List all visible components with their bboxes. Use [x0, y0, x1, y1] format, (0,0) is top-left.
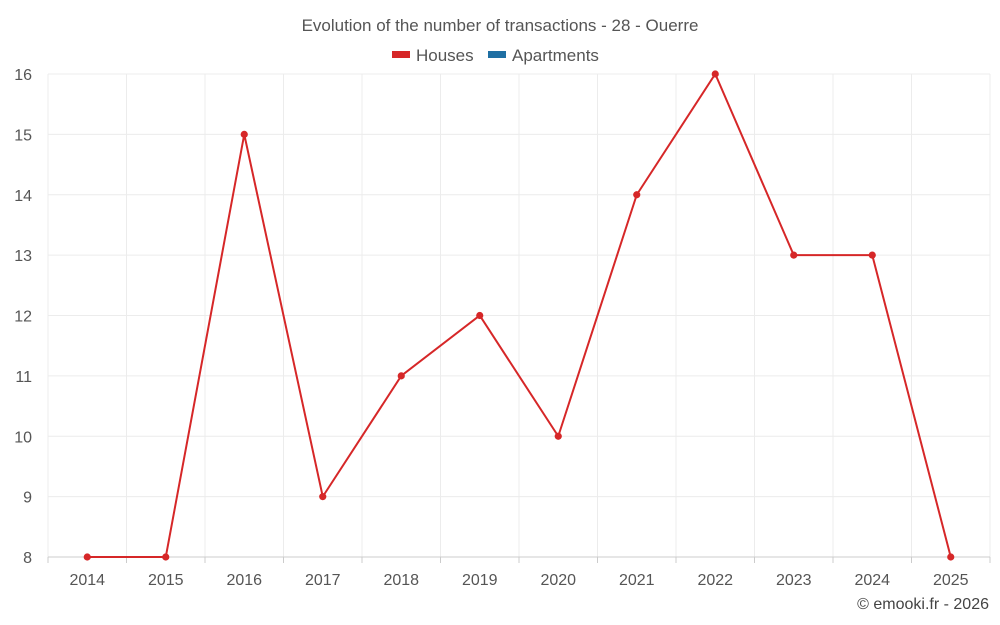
houses-point-2015[interactable] [162, 553, 170, 561]
houses-point-2024[interactable] [868, 251, 876, 259]
x-tick-label: 2020 [540, 572, 576, 589]
x-tick-label: 2022 [697, 572, 733, 589]
x-tick-label: 2016 [226, 572, 262, 589]
houses-point-2014[interactable] [83, 553, 91, 561]
gridlines [47, 73, 991, 557]
credit-text: © emooki.fr - 2026 [857, 596, 989, 613]
x-axis-ticks: 2014 2015 2016 2017 2018 2019 2020 2021 2022 2023… [47, 557, 991, 589]
legend-label-apartments[interactable]: Apartments [512, 46, 599, 65]
y-tick-label: 13 [14, 248, 32, 265]
series-houses [83, 70, 955, 561]
y-tick-label: 16 [14, 67, 32, 84]
houses-line [87, 71, 952, 558]
chart-title: Evolution of the number of transactions … [302, 16, 699, 35]
houses-point-2025[interactable] [947, 553, 955, 561]
legend-swatch-apartments [488, 51, 506, 58]
y-tick-label: 14 [14, 188, 32, 205]
houses-point-2022[interactable] [711, 70, 719, 78]
y-tick-label: 9 [23, 490, 32, 507]
x-tick-label: 2024 [854, 572, 890, 589]
y-axis-ticks: 8 9 10 11 12 13 14 15 16 [14, 67, 32, 567]
y-tick-label: 15 [14, 127, 32, 144]
x-tick-label: 2014 [69, 572, 105, 589]
houses-point-2021[interactable] [633, 191, 641, 199]
legend: Houses Apartments [392, 46, 599, 65]
x-tick-label: 2019 [462, 572, 498, 589]
x-tick-label: 2017 [305, 572, 341, 589]
x-tick-label: 2018 [383, 572, 419, 589]
y-tick-label: 8 [23, 550, 32, 567]
houses-point-2016[interactable] [240, 130, 248, 138]
y-tick-label: 11 [15, 369, 32, 386]
x-tick-label: 2015 [148, 572, 184, 589]
houses-point-2019[interactable] [476, 311, 484, 320]
legend-swatch-houses [392, 51, 410, 58]
y-tick-label: 12 [14, 309, 32, 326]
houses-point-2020[interactable] [554, 432, 562, 440]
x-tick-label: 2023 [776, 572, 812, 589]
houses-point-2023[interactable] [790, 251, 798, 259]
y-tick-label: 10 [14, 429, 32, 446]
x-tick-label: 2021 [619, 572, 655, 589]
houses-point-2018[interactable] [397, 372, 405, 380]
houses-point-2017[interactable] [319, 493, 327, 501]
legend-label-houses[interactable]: Houses [416, 46, 474, 65]
x-tick-label: 2025 [933, 572, 969, 589]
